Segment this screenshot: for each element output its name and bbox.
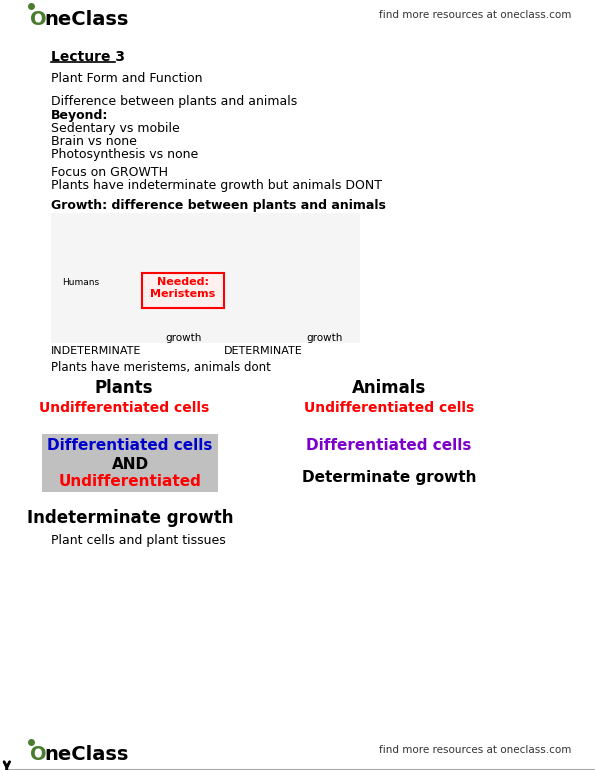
Text: Undifferentiated cells: Undifferentiated cells	[304, 401, 474, 415]
Text: Determinate growth: Determinate growth	[302, 470, 476, 485]
Text: DETERMINATE: DETERMINATE	[224, 346, 303, 356]
Text: AND: AND	[111, 457, 149, 472]
Text: Plants have meristems, animals dont: Plants have meristems, animals dont	[51, 361, 271, 374]
Text: Lecture 3: Lecture 3	[51, 50, 124, 64]
Text: find more resources at oneclass.com: find more resources at oneclass.com	[379, 745, 571, 755]
Text: Focus on GROWTH: Focus on GROWTH	[51, 166, 168, 179]
Text: find more resources at oneclass.com: find more resources at oneclass.com	[379, 10, 571, 20]
Text: Undifferentiated cells: Undifferentiated cells	[39, 401, 209, 415]
FancyBboxPatch shape	[42, 434, 218, 492]
Text: Needed:
Meristems: Needed: Meristems	[151, 277, 215, 299]
Text: INDETERMINATE: INDETERMINATE	[51, 346, 141, 356]
Text: Plants have indeterminate growth but animals DONT: Plants have indeterminate growth but ani…	[51, 179, 381, 192]
Text: Beyond:: Beyond:	[51, 109, 108, 122]
Text: growth: growth	[306, 333, 343, 343]
Text: Growth: difference between plants and animals: Growth: difference between plants and an…	[51, 199, 386, 212]
Text: Difference between plants and animals: Difference between plants and animals	[51, 95, 297, 108]
Text: Differentiated cells: Differentiated cells	[306, 438, 472, 453]
FancyBboxPatch shape	[142, 273, 224, 308]
Text: Sedentary vs mobile: Sedentary vs mobile	[51, 122, 179, 135]
Text: Plant Form and Function: Plant Form and Function	[51, 72, 202, 85]
Text: O: O	[30, 745, 46, 764]
Text: Humans: Humans	[62, 278, 99, 287]
Text: Differentiated cells: Differentiated cells	[48, 438, 212, 453]
Text: Animals: Animals	[352, 379, 426, 397]
Text: Photosynthesis vs none: Photosynthesis vs none	[51, 148, 198, 161]
Text: Plants: Plants	[95, 379, 154, 397]
Text: neClass: neClass	[45, 745, 129, 764]
Text: Plant cells and plant tissues: Plant cells and plant tissues	[51, 534, 226, 547]
FancyBboxPatch shape	[51, 213, 359, 343]
Text: neClass: neClass	[45, 10, 129, 29]
Text: Brain vs none: Brain vs none	[51, 135, 136, 148]
Text: Undifferentiated: Undifferentiated	[58, 474, 202, 489]
Text: growth: growth	[165, 333, 202, 343]
Text: O: O	[30, 10, 46, 29]
Text: Indeterminate growth: Indeterminate growth	[27, 509, 233, 527]
